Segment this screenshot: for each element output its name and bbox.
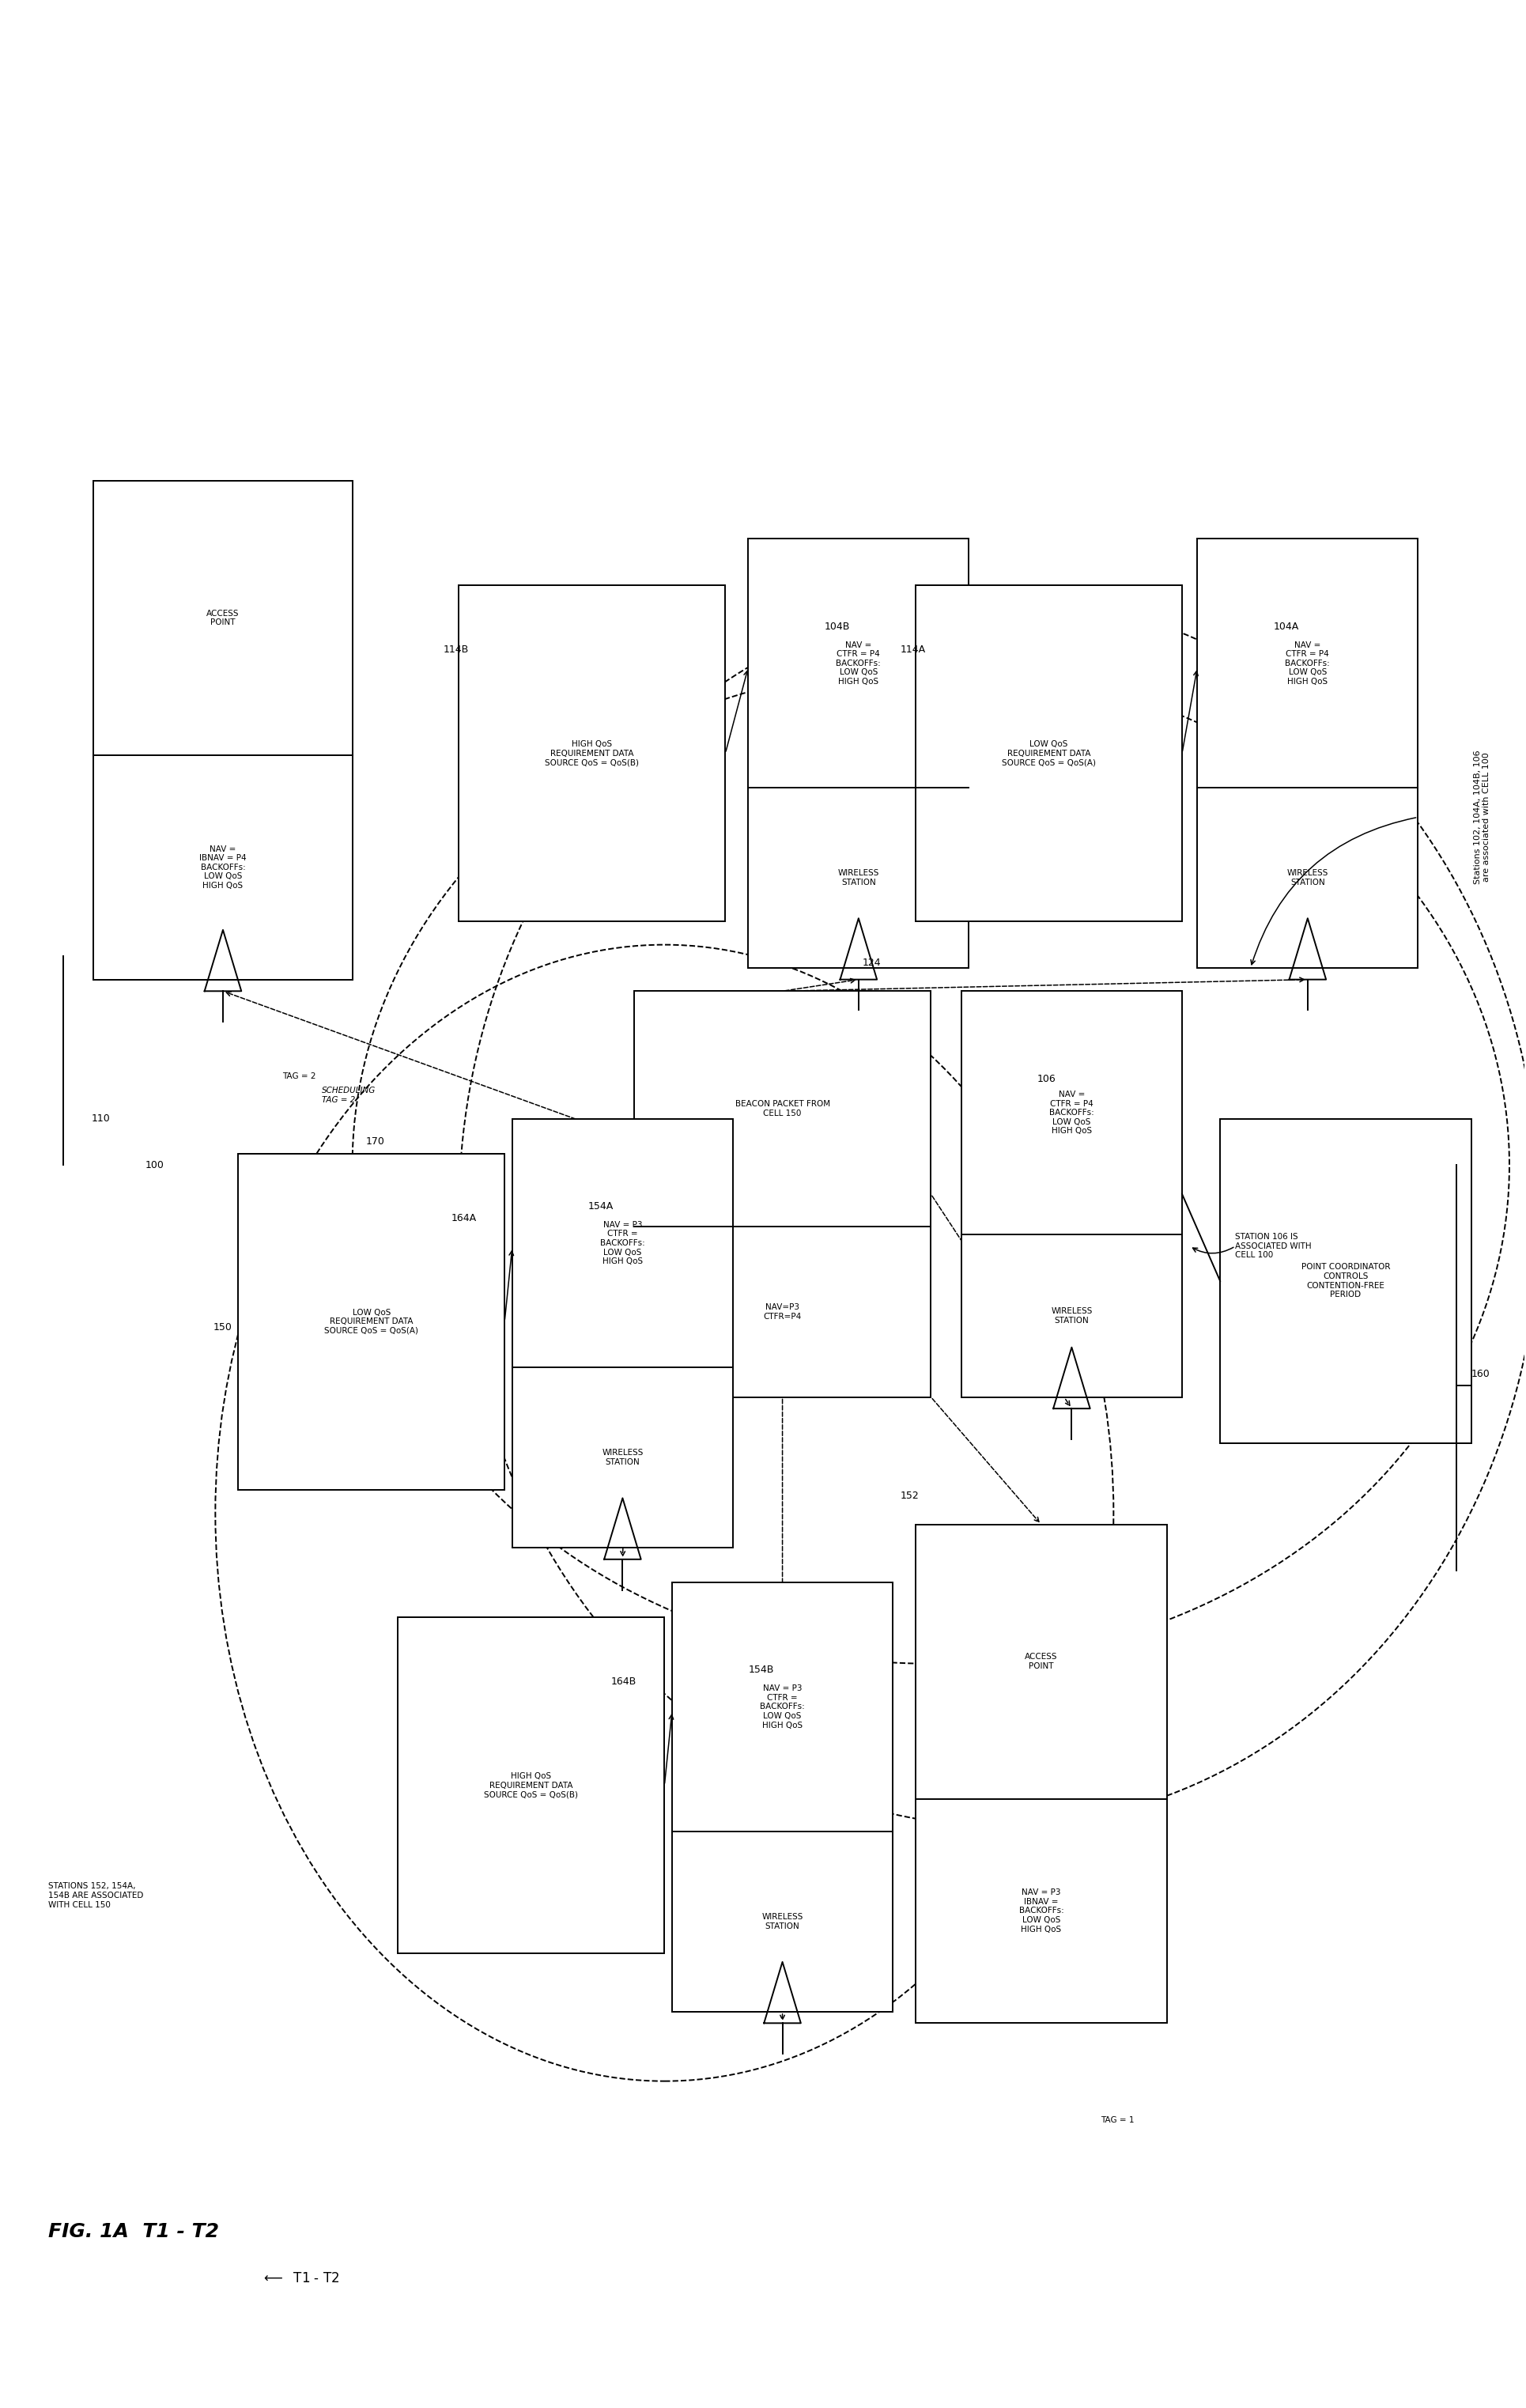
Text: NAV =
CTFR = P4
BACKOFFs:
LOW QoS
HIGH QoS: NAV = CTFR = P4 BACKOFFs: LOW QoS HIGH Q… [1048, 1091, 1094, 1134]
Bar [93, 482, 353, 980]
Text: 154B: 154B [748, 1664, 774, 1676]
Text: LOW QoS
REQUIREMENT DATA
SOURCE QoS = QoS(A): LOW QoS REQUIREMENT DATA SOURCE QoS = Qo… [324, 1308, 418, 1334]
Text: 170: 170 [366, 1137, 385, 1146]
Text: $\longleftarrow$  T1 - T2: $\longleftarrow$ T1 - T2 [261, 2271, 339, 2285]
Bar [238, 1153, 504, 1491]
Text: WIRELESS
STATION: WIRELESS STATION [601, 1450, 642, 1466]
Text: 114B: 114B [444, 645, 468, 655]
Text: 104A: 104A [1273, 621, 1299, 631]
Text: 164B: 164B [610, 1676, 636, 1688]
Bar [511, 1120, 732, 1548]
Text: 150: 150 [214, 1322, 232, 1332]
Bar [748, 539, 969, 968]
Text: WIRELESS
STATION: WIRELESS STATION [1050, 1308, 1091, 1324]
Text: 164A: 164A [452, 1214, 476, 1223]
Text: FIG. 1A  T1 - T2: FIG. 1A T1 - T2 [47, 2223, 218, 2242]
Text: 110: 110 [92, 1112, 110, 1125]
Text: NAV = P3
CTFR =
BACKOFFs:
LOW QoS
HIGH QoS: NAV = P3 CTFR = BACKOFFs: LOW QoS HIGH Q… [760, 1686, 804, 1729]
Text: NAV=P3
CTFR=P4: NAV=P3 CTFR=P4 [763, 1303, 801, 1320]
Text: NAV = P3
CTFR =
BACKOFFs:
LOW QoS
HIGH QoS: NAV = P3 CTFR = BACKOFFs: LOW QoS HIGH Q… [600, 1221, 644, 1264]
Text: 154A: 154A [588, 1202, 613, 1211]
Bar [459, 585, 725, 922]
Text: 106: 106 [1036, 1074, 1056, 1084]
Bar [961, 992, 1181, 1397]
Text: TAG = 2: TAG = 2 [282, 1072, 316, 1081]
Text: ACCESS
POINT: ACCESS POINT [206, 609, 240, 626]
Bar [916, 585, 1181, 922]
Text: NAV =
IBNAV = P4
BACKOFFs:
LOW QoS
HIGH QoS: NAV = IBNAV = P4 BACKOFFs: LOW QoS HIGH … [200, 845, 246, 889]
Text: 100: 100 [145, 1161, 163, 1170]
Text: 114A: 114A [900, 645, 925, 655]
Text: 160: 160 [1471, 1368, 1489, 1380]
Text: HIGH QoS
REQUIREMENT DATA
SOURCE QoS = QoS(B): HIGH QoS REQUIREMENT DATA SOURCE QoS = Q… [545, 739, 639, 766]
Bar [916, 1524, 1166, 2023]
Text: 104B: 104B [824, 621, 850, 631]
Text: NAV = P3
IBNAV =
BACKOFFs:
LOW QoS
HIGH QoS: NAV = P3 IBNAV = BACKOFFs: LOW QoS HIGH … [1018, 1888, 1064, 1934]
Bar [1196, 539, 1418, 968]
Text: NAV =
CTFR = P4
BACKOFFs:
LOW QoS
HIGH QoS: NAV = CTFR = P4 BACKOFFs: LOW QoS HIGH Q… [836, 641, 881, 686]
Text: WIRELESS
STATION: WIRELESS STATION [761, 1912, 803, 1929]
Bar [1219, 1120, 1471, 1442]
Text: 152: 152 [900, 1491, 919, 1500]
Text: 124: 124 [862, 958, 881, 968]
Text: WIRELESS
STATION: WIRELESS STATION [838, 869, 879, 886]
Text: SCHEDULING
TAG = 2: SCHEDULING TAG = 2 [322, 1086, 375, 1103]
Text: Stations 102, 104A, 104B, 106
are associated with CELL 100: Stations 102, 104A, 104B, 106 are associ… [1473, 751, 1489, 884]
Text: STATIONS 152, 154A,
154B ARE ASSOCIATED
WITH CELL 150: STATIONS 152, 154A, 154B ARE ASSOCIATED … [47, 1883, 143, 1910]
Text: TAG = 1: TAG = 1 [1100, 2117, 1134, 2124]
Bar [671, 1582, 893, 2011]
Text: HIGH QoS
REQUIREMENT DATA
SOURCE QoS = QoS(B): HIGH QoS REQUIREMENT DATA SOURCE QoS = Q… [484, 1772, 578, 1799]
Text: STATION 106 IS
ASSOCIATED WITH
CELL 100: STATION 106 IS ASSOCIATED WITH CELL 100 [1235, 1233, 1311, 1259]
Text: LOW QoS
REQUIREMENT DATA
SOURCE QoS = QoS(A): LOW QoS REQUIREMENT DATA SOURCE QoS = Qo… [1001, 739, 1096, 766]
Bar [633, 992, 931, 1397]
Text: POINT COORDINATOR
CONTROLS
CONTENTION-FREE
PERIOD: POINT COORDINATOR CONTROLS CONTENTION-FR… [1300, 1264, 1390, 1298]
Text: ACCESS
POINT: ACCESS POINT [1024, 1654, 1058, 1671]
Text: BEACON PACKET FROM
CELL 150: BEACON PACKET FROM CELL 150 [734, 1100, 830, 1117]
Text: NAV =
CTFR = P4
BACKOFFs:
LOW QoS
HIGH QoS: NAV = CTFR = P4 BACKOFFs: LOW QoS HIGH Q… [1285, 641, 1329, 686]
Bar [398, 1618, 664, 1953]
Text: WIRELESS
STATION: WIRELESS STATION [1286, 869, 1328, 886]
